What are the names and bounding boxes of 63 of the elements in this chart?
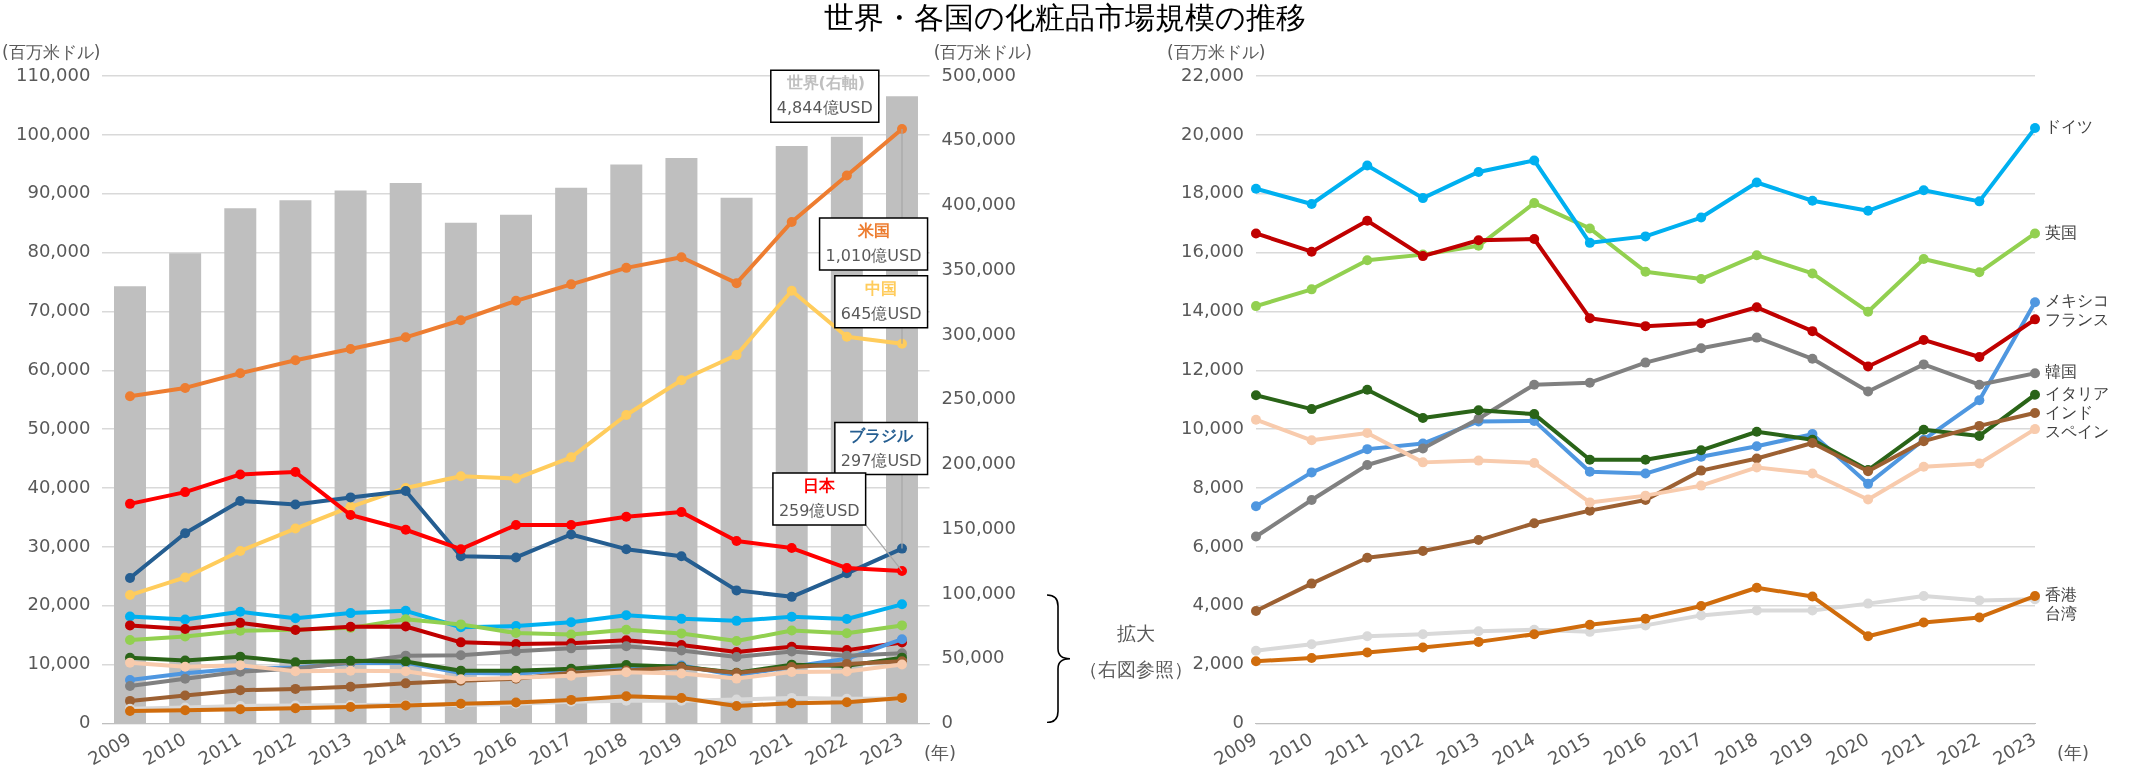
y-tick-label: 60,000 — [27, 357, 91, 379]
y-tick-label: 20,000 — [1181, 122, 1244, 144]
y-axis-title: (百万米ドル) — [1167, 41, 1266, 62]
y2-tick-label: 300,000 — [941, 322, 1016, 344]
x-axis-title: (年) — [2057, 742, 2090, 764]
series-label: インド — [2045, 402, 2093, 422]
y-tick-label: 10,000 — [27, 652, 91, 674]
y-tick-label: 70,000 — [27, 299, 91, 321]
series-label: 世界(右軸) — [785, 73, 866, 93]
text: 日本 — [803, 476, 837, 496]
series-label: メキシコ — [2045, 291, 2109, 311]
series-label: フランス — [2045, 310, 2109, 330]
text: （右図参照） — [1078, 656, 1193, 682]
y-tick-label: 0 — [78, 711, 91, 733]
y-tick-label: 6,000 — [1192, 534, 1244, 556]
y2-tick-label: 100,000 — [941, 581, 1016, 603]
annotation: 645億USD — [840, 303, 922, 323]
text: 拡大 — [1116, 620, 1156, 646]
y-tick-label: 14,000 — [1181, 299, 1244, 321]
y2-tick-label: 450,000 — [941, 128, 1016, 150]
annotation: 1,010億USD — [825, 246, 922, 266]
y-axis-title: (百万米ドル) — [2, 41, 101, 62]
y2-tick-label: 500,000 — [941, 63, 1016, 85]
series-label: イタリア — [2045, 383, 2109, 403]
y-tick-label: 22,000 — [1181, 63, 1244, 85]
y-tick-label: 80,000 — [27, 240, 91, 262]
y-tick-label: 30,000 — [27, 534, 91, 556]
y-tick-label: 90,000 — [27, 181, 91, 203]
y-tick-label: 16,000 — [1181, 240, 1244, 262]
y-tick-label: 8,000 — [1192, 475, 1244, 497]
x-axis-title: (年) — [923, 742, 957, 764]
annotation: 297億USD — [840, 450, 922, 470]
text: 世界・各国の化粧品市場規模の推移 — [822, 0, 1307, 36]
y2-tick-label: 350,000 — [941, 257, 1016, 279]
series-label: 英国 — [2045, 222, 2077, 242]
y-tick-label: 0 — [1232, 711, 1244, 733]
y-tick-label: 20,000 — [27, 593, 91, 615]
y-tick-label: 110,000 — [16, 63, 91, 85]
y-tick-label: 12,000 — [1181, 357, 1244, 379]
y-tick-label: 50,000 — [27, 416, 91, 438]
y-tick-label: 100,000 — [16, 122, 91, 144]
annotation: 259億USD — [778, 501, 860, 521]
series-label: 香港 — [2045, 585, 2077, 605]
y-tick-label: 18,000 — [1181, 181, 1244, 203]
y-tick-label: 40,000 — [27, 475, 91, 497]
y-tick-label: 4,000 — [1192, 593, 1244, 615]
y2-tick-label: 250,000 — [941, 387, 1016, 409]
y2-tick-label: 200,000 — [941, 452, 1016, 474]
series-label: ドイツ — [2045, 117, 2093, 137]
y-tick-label: 2,000 — [1192, 652, 1244, 674]
y-tick-label: 10,000 — [1181, 416, 1244, 438]
text: ブラジル — [849, 425, 915, 445]
text: 米国 — [856, 221, 890, 241]
y2-tick-label: 400,000 — [941, 193, 1016, 215]
text: 中国 — [865, 278, 898, 298]
series-label: 韓国 — [2045, 362, 2077, 382]
series-label: スペイン — [2045, 421, 2109, 441]
y2-tick-label: 50,000 — [941, 646, 1005, 668]
series-label: 台湾 — [2045, 604, 2077, 624]
y2-axis-title: (百万米ドル) — [933, 41, 1032, 62]
y2-tick-label: 150,000 — [941, 516, 1016, 538]
annotation: 4,844億USD — [776, 98, 873, 118]
y2-tick-label: 0 — [941, 711, 954, 733]
